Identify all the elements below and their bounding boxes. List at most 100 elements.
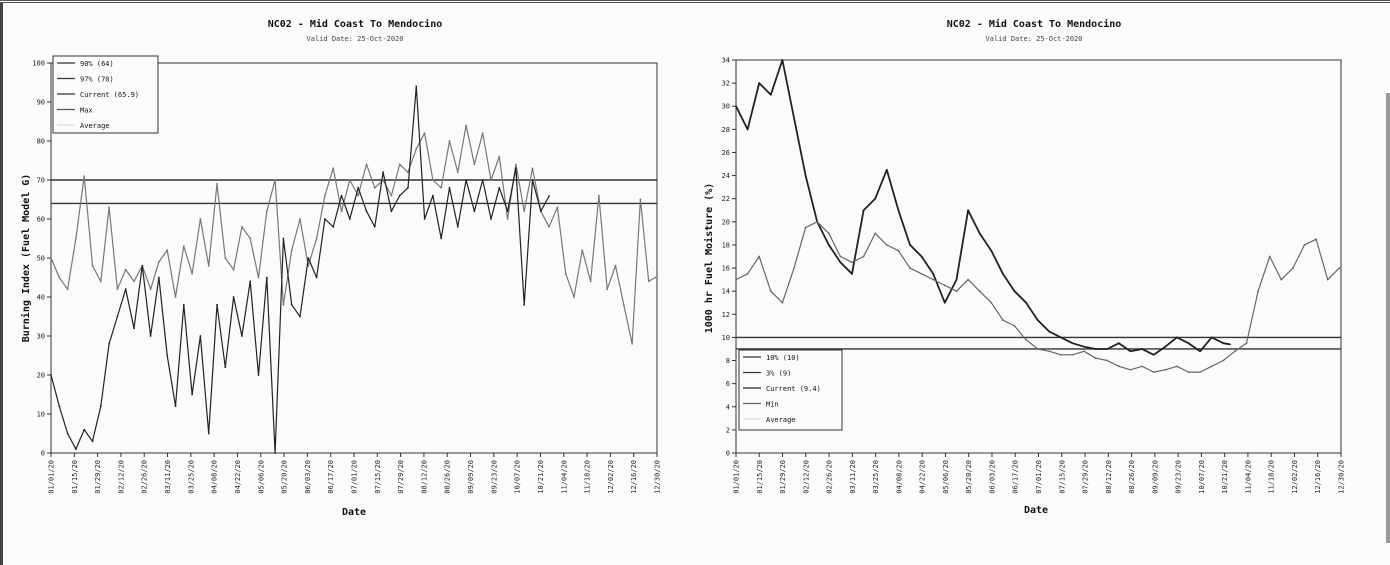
x-tick-label: 12/16/20	[630, 460, 638, 494]
series-point	[1199, 371, 1202, 373]
series-point	[932, 272, 935, 275]
series-point	[735, 278, 737, 281]
fuel-moisture-chart: NC02 - Mid Coast To Mendocino Valid Date…	[703, 18, 1346, 516]
series-point	[50, 374, 52, 376]
series-point	[241, 225, 243, 228]
series-point	[531, 179, 534, 181]
series-point	[514, 163, 517, 166]
series-point	[955, 290, 958, 293]
x-tick-label: 01/29/20	[779, 460, 787, 494]
y-tick-label: 0	[726, 450, 730, 458]
legend-label: Average	[766, 416, 796, 424]
series-point	[390, 194, 393, 197]
series-point	[1117, 365, 1120, 368]
x-tick-label: 12/02/20	[607, 460, 615, 494]
legend-label: 97% (70)	[80, 76, 114, 84]
y-tick-label: 40	[37, 294, 45, 302]
series-point	[182, 245, 185, 248]
series-point	[1094, 357, 1097, 360]
chart-title: NC02 - Mid Coast To Mendocino	[268, 18, 443, 30]
series-point	[639, 198, 642, 201]
series-point	[191, 393, 194, 396]
series-point	[1257, 290, 1260, 293]
series-point	[108, 206, 111, 209]
series-point	[1280, 278, 1283, 281]
series-point	[804, 226, 807, 229]
series-point	[199, 335, 202, 337]
series-point	[290, 249, 293, 252]
series-point	[1036, 348, 1039, 350]
series-point	[769, 93, 772, 96]
x-tick-label: 05/20/20	[281, 460, 289, 494]
y-tick-label: 100	[32, 60, 45, 68]
series-point	[1245, 342, 1248, 345]
series-point	[149, 335, 152, 337]
series-point	[523, 210, 526, 213]
series-point	[1164, 345, 1167, 348]
series-point	[816, 220, 819, 223]
series-point	[66, 432, 69, 435]
x-tick-label: 04/22/20	[919, 460, 927, 494]
series-point	[50, 257, 52, 259]
series-point	[282, 237, 285, 240]
series-point	[1210, 336, 1213, 339]
series-point	[1059, 336, 1062, 339]
series-point	[647, 280, 650, 283]
series-point	[1025, 301, 1027, 304]
legend-label: Current (65.9)	[80, 91, 139, 99]
y-tick-label: 34	[722, 57, 730, 65]
series-point	[851, 272, 853, 275]
series-point	[498, 186, 501, 189]
series-line	[50, 124, 656, 345]
legend-label: Average	[80, 122, 110, 130]
series-point	[1141, 348, 1143, 350]
series-point	[943, 284, 946, 287]
series-point	[1106, 359, 1109, 362]
series-point	[793, 267, 795, 269]
series-point	[182, 303, 185, 306]
series-point	[1222, 359, 1225, 362]
x-tick-label: 08/12/20	[420, 460, 428, 494]
y-tick-label: 32	[722, 80, 730, 88]
series-point	[581, 249, 584, 252]
series-point	[597, 194, 600, 197]
series-point	[207, 432, 210, 435]
legend-label: 10% (10)	[766, 354, 800, 362]
x-tick-label: 01/29/20	[94, 460, 102, 494]
series-point	[769, 290, 772, 293]
series-point	[282, 303, 285, 306]
series-point	[1106, 348, 1109, 350]
x-tick-label: 02/12/20	[802, 460, 810, 494]
series-point	[398, 194, 401, 197]
y-tick-label: 22	[722, 195, 730, 203]
series-point	[174, 405, 177, 408]
series-point	[141, 264, 144, 267]
series-point	[423, 132, 426, 135]
burning-index-chart: NC02 - Mid Coast To Mendocino Valid Date…	[20, 18, 662, 518]
series-point	[1164, 368, 1167, 371]
y-tick-label: 60	[37, 216, 45, 224]
x-tick-label: 02/26/20	[826, 460, 834, 494]
x-tick-label: 09/23/20	[490, 460, 498, 494]
series-point	[1013, 324, 1016, 327]
series-point	[290, 303, 293, 306]
series-point	[265, 276, 268, 279]
x-tick-label: 04/08/20	[211, 460, 219, 494]
series-point	[606, 288, 609, 291]
series-point	[1268, 255, 1271, 258]
series-point	[531, 167, 534, 170]
series-point	[793, 116, 795, 119]
x-axis-label: Date	[342, 507, 366, 518]
series-point	[967, 278, 969, 281]
series-point	[885, 168, 888, 171]
x-tick-label: 12/02/20	[1291, 460, 1299, 494]
x-tick-label: 12/16/20	[1314, 460, 1322, 494]
series-point	[573, 296, 575, 298]
y-tick-label: 30	[722, 103, 730, 111]
series-point	[448, 186, 451, 189]
series-point	[827, 232, 830, 235]
y-tick-label: 20	[37, 372, 45, 380]
series-point	[232, 268, 235, 271]
series-point	[1083, 345, 1085, 348]
